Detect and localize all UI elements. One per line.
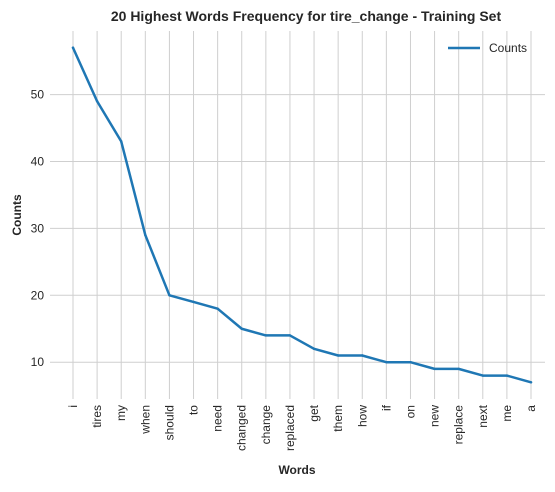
data-point bbox=[505, 374, 509, 377]
y-axis-ticks: 10 20 30 40 50 bbox=[31, 88, 45, 370]
x-axis-label: Words bbox=[278, 463, 315, 477]
x-tick-label: replaced bbox=[283, 405, 297, 451]
data-point bbox=[433, 367, 436, 371]
x-tick-label: to bbox=[187, 405, 201, 415]
data-point bbox=[336, 354, 340, 357]
data-point bbox=[192, 300, 195, 304]
data-point bbox=[409, 361, 412, 364]
data-points-layer bbox=[71, 46, 533, 384]
data-point bbox=[144, 233, 147, 237]
x-tick-label: change bbox=[259, 405, 273, 445]
data-point bbox=[481, 374, 484, 377]
legend: Counts bbox=[448, 41, 527, 55]
data-point bbox=[240, 327, 243, 330]
x-tick-label: changed bbox=[235, 405, 249, 451]
data-point bbox=[216, 307, 219, 310]
x-tick-label: should bbox=[162, 405, 176, 440]
x-gridlines bbox=[72, 31, 532, 399]
x-tick-label: how bbox=[355, 405, 369, 427]
x-tick-label: my bbox=[114, 405, 128, 421]
data-point bbox=[71, 46, 75, 49]
data-point bbox=[288, 334, 292, 337]
y-tick-label: 30 bbox=[31, 221, 45, 235]
x-tick-label: new bbox=[428, 405, 442, 427]
x-tick-label: them bbox=[331, 405, 345, 432]
x-tick-label: get bbox=[307, 404, 321, 421]
x-tick-label: next bbox=[476, 404, 490, 427]
chart-title: 20 Highest Words Frequency for tire_chan… bbox=[111, 8, 502, 24]
y-axis-label: Counts bbox=[10, 194, 24, 236]
x-tick-label: if bbox=[379, 404, 393, 411]
x-tick-label: replace bbox=[452, 405, 466, 445]
data-point bbox=[95, 100, 99, 103]
data-point bbox=[529, 381, 533, 384]
data-point bbox=[168, 294, 171, 297]
y-tick-label: 50 bbox=[31, 88, 45, 102]
x-tick-label: i bbox=[66, 405, 80, 408]
x-tick-label: tires bbox=[90, 405, 104, 428]
y-gridlines bbox=[50, 94, 545, 363]
plot-area bbox=[50, 31, 545, 399]
x-tick-label: on bbox=[403, 405, 417, 418]
series-line-counts bbox=[71, 46, 533, 384]
x-axis-ticks: i tires my when should to need changed change rep… bbox=[66, 404, 538, 451]
y-tick-label: 40 bbox=[31, 154, 45, 168]
legend-label: Counts bbox=[489, 41, 527, 55]
data-point bbox=[264, 334, 268, 337]
data-point bbox=[385, 361, 388, 364]
y-tick-label: 20 bbox=[31, 288, 45, 302]
data-point bbox=[361, 354, 364, 357]
x-tick-label: a bbox=[524, 405, 538, 412]
data-point bbox=[312, 347, 316, 351]
x-tick-label: me bbox=[500, 405, 514, 422]
x-tick-label: need bbox=[211, 405, 225, 432]
data-point bbox=[457, 367, 460, 371]
y-tick-label: 10 bbox=[31, 355, 45, 369]
x-tick-label: when bbox=[138, 405, 152, 435]
data-point bbox=[120, 140, 123, 143]
series-layer bbox=[71, 46, 533, 384]
